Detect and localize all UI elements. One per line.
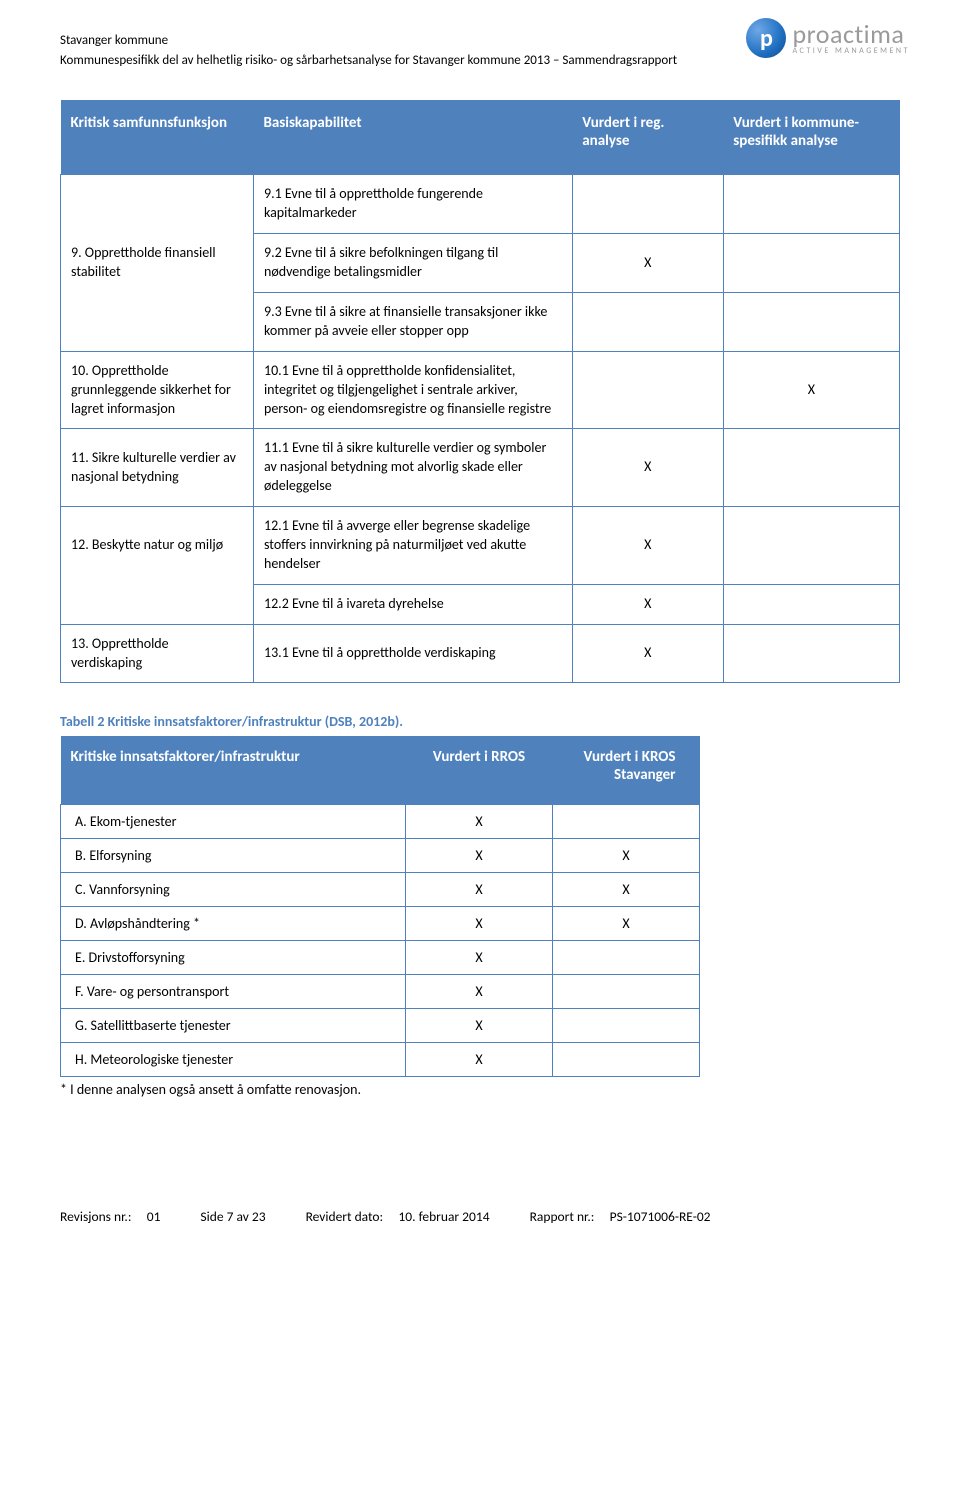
cell-kom-101: X bbox=[723, 351, 899, 429]
caption-table2: Tabell 2 Kritiske innsatsfaktorer/infras… bbox=[60, 713, 900, 730]
cell-reg-92: X bbox=[572, 234, 723, 293]
cell-basis-92: 9.2 Evne til å sikre befolkningen tilgan… bbox=[253, 234, 572, 293]
table2-cell-kros: X bbox=[553, 839, 700, 873]
cell-func-12: 12. Beskytte natur og miljø bbox=[61, 507, 254, 585]
cell-basis-101: 10.1 Evne til å opprettholde konfidensia… bbox=[253, 351, 572, 429]
table2-cell-name: H. Meteorologiske tjenester bbox=[61, 1043, 406, 1077]
table2-cell-kros bbox=[553, 975, 700, 1009]
cell-func-9-bottom bbox=[61, 292, 254, 351]
table2-cell-name: F. Vare- og persontransport bbox=[61, 975, 406, 1009]
logo-tagline: ACTIVE MANAGEMENT bbox=[792, 47, 910, 55]
th2-name: Kritiske innsatsfaktorer/infrastruktur bbox=[61, 736, 406, 805]
table-innsatsfaktorer: Kritiske innsatsfaktorer/infrastruktur V… bbox=[60, 736, 700, 1077]
cell-func-9: 9. Opprettholde finansiell stabilitet bbox=[61, 234, 254, 293]
logo-mark: p bbox=[746, 18, 786, 58]
table2-cell-rros: X bbox=[406, 1043, 553, 1077]
th2-rros: Vurdert i RROS bbox=[406, 736, 553, 805]
cell-func-9-top bbox=[61, 175, 254, 234]
cell-basis-91: 9.1 Evne til å opprettholde fungerende k… bbox=[253, 175, 572, 234]
cell-func-10: 10. Opprettholde grunnleggende sikkerhet… bbox=[61, 351, 254, 429]
footer-rev-label: Revisjons nr.: bbox=[60, 1208, 131, 1225]
table2-cell-kros: X bbox=[553, 873, 700, 907]
cell-reg-131: X bbox=[572, 624, 723, 683]
cell-basis-122: 12.2 Evne til å ivareta dyrehelse bbox=[253, 584, 572, 624]
table2-cell-rros: X bbox=[406, 941, 553, 975]
cell-reg-111: X bbox=[572, 429, 723, 507]
table2-cell-kros: X bbox=[553, 907, 700, 941]
table2-cell-kros bbox=[553, 1009, 700, 1043]
cell-kom-111 bbox=[723, 429, 899, 507]
footer-date-val: 10. februar 2014 bbox=[398, 1208, 489, 1225]
cell-basis-121: 12.1 Evne til å avverge eller begrense s… bbox=[253, 507, 572, 585]
cell-basis-93: 9.3 Evne til å sikre at finansielle tran… bbox=[253, 292, 572, 351]
footer-rep-val: PS-1071006-RE-02 bbox=[610, 1208, 711, 1225]
logo-wordmark: proactima bbox=[792, 21, 910, 47]
table2-cell-rros: X bbox=[406, 839, 553, 873]
cell-reg-93 bbox=[572, 292, 723, 351]
table2-cell-name: E. Drivstofforsyning bbox=[61, 941, 406, 975]
th-kom: Vurdert i kommune-spesifikk analyse bbox=[723, 100, 899, 175]
cell-kom-121 bbox=[723, 507, 899, 585]
cell-kom-91 bbox=[723, 175, 899, 234]
table2-cell-rros: X bbox=[406, 873, 553, 907]
table2-cell-kros bbox=[553, 941, 700, 975]
table2-cell-name: C. Vannforsyning bbox=[61, 873, 406, 907]
footer-page: Side 7 av 23 bbox=[200, 1208, 265, 1225]
cell-reg-91 bbox=[572, 175, 723, 234]
cell-func-11: 11. Sikre kulturelle verdier av nasjonal… bbox=[61, 429, 254, 507]
cell-basis-111: 11.1 Evne til å sikre kulturelle verdier… bbox=[253, 429, 572, 507]
th2-kros: Vurdert i KROS Stavanger bbox=[553, 736, 700, 805]
table2-cell-rros: X bbox=[406, 1009, 553, 1043]
th-func: Kritisk samfunnsfunksjon bbox=[61, 100, 254, 175]
table2-cell-kros bbox=[553, 1043, 700, 1077]
table2-cell-rros: X bbox=[406, 907, 553, 941]
table2-cell-rros: X bbox=[406, 975, 553, 1009]
footer-date-label: Revidert dato: bbox=[306, 1208, 384, 1225]
cell-func-12-bottom bbox=[61, 584, 254, 624]
th-reg: Vurdert i reg. analyse bbox=[572, 100, 723, 175]
cell-reg-122: X bbox=[572, 584, 723, 624]
cell-func-13: 13. Opprettholde verdiskaping bbox=[61, 624, 254, 683]
footer-rev-val: 01 bbox=[147, 1208, 161, 1225]
brand-logo: p proactima ACTIVE MANAGEMENT bbox=[746, 18, 910, 58]
table2-footnote: * I denne analysen også ansett å omfatte… bbox=[60, 1081, 900, 1098]
cell-reg-121: X bbox=[572, 507, 723, 585]
cell-kom-122 bbox=[723, 584, 899, 624]
table2-cell-rros: X bbox=[406, 805, 553, 839]
table2-cell-name: D. Avløpshåndtering * bbox=[61, 907, 406, 941]
cell-kom-93 bbox=[723, 292, 899, 351]
table2-cell-name: G. Satellittbaserte tjenester bbox=[61, 1009, 406, 1043]
table2-cell-name: A. Ekom-tjenester bbox=[61, 805, 406, 839]
table2-cell-name: B. Elforsyning bbox=[61, 839, 406, 873]
cell-basis-131: 13.1 Evne til å opprettholde verdiskapin… bbox=[253, 624, 572, 683]
page-footer: Revisjons nr.: 01 Side 7 av 23 Revidert … bbox=[60, 1208, 900, 1225]
cell-reg-101 bbox=[572, 351, 723, 429]
cell-kom-92 bbox=[723, 234, 899, 293]
cell-kom-131 bbox=[723, 624, 899, 683]
table-kritisk-samfunnsfunksjon: Kritisk samfunnsfunksjon Basiskapabilite… bbox=[60, 100, 900, 683]
table2-cell-kros bbox=[553, 805, 700, 839]
th-basis: Basiskapabilitet bbox=[253, 100, 572, 175]
footer-rep-label: Rapport nr.: bbox=[530, 1208, 595, 1225]
